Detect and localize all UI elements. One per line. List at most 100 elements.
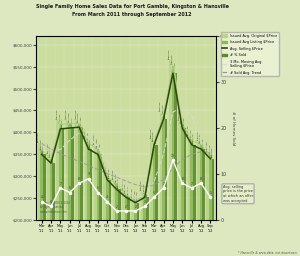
Text: 5: 5 xyxy=(153,191,155,195)
Text: 7: 7 xyxy=(191,182,193,186)
Text: $378,000: $378,000 xyxy=(153,130,155,141)
Bar xyxy=(50,159,52,256)
Text: $428,000: $428,000 xyxy=(76,108,77,119)
Text: $270,000: $270,000 xyxy=(118,178,120,188)
Bar xyxy=(178,121,181,256)
Text: $300,000: $300,000 xyxy=(106,165,108,175)
Text: $282,000: $282,000 xyxy=(116,173,118,183)
Text: $375,000: $375,000 xyxy=(88,132,89,142)
Text: $427,500: $427,500 xyxy=(57,109,59,119)
Bar xyxy=(188,137,190,256)
Bar xyxy=(43,154,46,256)
Bar xyxy=(97,149,99,256)
Text: $430,000: $430,000 xyxy=(165,108,167,118)
Text: $535,000: $535,000 xyxy=(175,61,176,72)
Bar xyxy=(184,128,186,256)
Text: $438,000: $438,000 xyxy=(163,104,164,114)
Text: $292,000: $292,000 xyxy=(109,168,111,178)
Text: $265,000: $265,000 xyxy=(122,180,124,190)
Bar xyxy=(160,113,162,256)
Text: 5: 5 xyxy=(209,191,211,195)
Text: $348,000: $348,000 xyxy=(209,144,211,154)
Text: $362,000: $362,000 xyxy=(97,137,99,148)
Text: 8: 8 xyxy=(181,177,183,181)
Text: 6: 6 xyxy=(97,186,99,190)
Bar xyxy=(47,155,50,256)
Bar xyxy=(52,163,55,256)
Text: $420,000: $420,000 xyxy=(69,112,71,122)
Bar xyxy=(165,119,167,256)
Bar xyxy=(115,184,118,256)
Text: 7: 7 xyxy=(59,182,61,186)
Text: $552,000: $552,000 xyxy=(172,54,174,64)
Text: $290,000: $290,000 xyxy=(113,169,115,179)
Bar xyxy=(131,199,134,256)
Text: $248,000: $248,000 xyxy=(132,187,134,198)
Bar xyxy=(103,172,106,256)
Text: $252,000: $252,000 xyxy=(146,186,148,196)
Bar xyxy=(206,152,209,256)
Text: 3: 3 xyxy=(50,200,52,204)
Bar xyxy=(122,192,125,256)
Bar xyxy=(190,140,193,256)
Bar xyxy=(90,149,92,256)
Text: 6: 6 xyxy=(69,186,71,190)
Bar xyxy=(153,142,155,256)
Text: $428,000: $428,000 xyxy=(66,108,68,119)
Text: $382,000: $382,000 xyxy=(190,129,193,139)
Text: Avg. selling
price is the price
at which an offer
was accepted: Avg. selling price is the price at which… xyxy=(223,185,253,203)
Bar xyxy=(212,159,214,256)
Text: $240,000: $240,000 xyxy=(137,191,139,201)
Legend: Issued Avg. Original $Price, Issued Avg Listing $Price, Avg. Selling $Price, # %: Issued Avg. Original $Price, Issued Avg … xyxy=(221,33,279,76)
Bar xyxy=(174,73,177,256)
Text: $375,000: $375,000 xyxy=(38,132,40,142)
Bar xyxy=(193,145,196,256)
Text: 4: 4 xyxy=(106,195,108,199)
Bar xyxy=(87,143,90,256)
Text: $565,000: $565,000 xyxy=(169,48,171,59)
Bar xyxy=(118,189,121,256)
Text: * Hansville & area data, not downtown: * Hansville & area data, not downtown xyxy=(238,251,297,255)
Text: $370,000: $370,000 xyxy=(94,134,96,144)
Bar xyxy=(141,192,143,256)
Bar xyxy=(181,124,184,256)
Text: $410,000: $410,000 xyxy=(184,116,186,127)
Text: Single Family Home Sales Data for Port Gamble, Kingston & Hansville: Single Family Home Sales Data for Port G… xyxy=(35,4,229,9)
Text: $385,000: $385,000 xyxy=(85,127,87,138)
Text: 2: 2 xyxy=(125,205,127,209)
Bar xyxy=(125,195,127,256)
Text: $258,000: $258,000 xyxy=(125,183,127,193)
Bar xyxy=(150,139,153,256)
Text: 2: 2 xyxy=(134,205,136,209)
Bar xyxy=(75,120,78,256)
Bar xyxy=(209,155,212,256)
Text: 3: 3 xyxy=(144,200,146,204)
Bar xyxy=(59,124,62,256)
Bar xyxy=(202,149,205,256)
Bar xyxy=(200,145,202,256)
Text: $362,000: $362,000 xyxy=(202,137,205,148)
Text: $420,000: $420,000 xyxy=(78,112,80,122)
Text: $310,000: $310,000 xyxy=(103,160,106,170)
Text: $408,000: $408,000 xyxy=(62,117,64,127)
Text: $425,000: $425,000 xyxy=(178,110,181,120)
Text: Source: NWMLS 1, 2012
All rights reserved.
www.windermere.com: Source: NWMLS 1, 2012 All rights reserve… xyxy=(40,201,70,214)
Text: $410,000: $410,000 xyxy=(71,116,74,127)
Text: 2: 2 xyxy=(116,205,118,209)
Bar xyxy=(68,124,71,256)
Text: $355,000: $355,000 xyxy=(207,141,209,151)
Bar xyxy=(94,146,97,256)
Text: $258,000: $258,000 xyxy=(144,183,146,193)
Text: $418,000: $418,000 xyxy=(59,113,62,123)
Bar xyxy=(80,127,83,256)
Bar xyxy=(137,202,139,256)
Text: From March 2011 through September 2012: From March 2011 through September 2012 xyxy=(72,12,192,17)
Bar xyxy=(40,150,43,256)
Text: $372,000: $372,000 xyxy=(156,133,158,143)
Bar xyxy=(85,139,87,256)
Text: $372,000: $372,000 xyxy=(200,133,202,143)
Text: 13: 13 xyxy=(171,154,175,158)
Text: 7: 7 xyxy=(163,182,164,186)
Bar xyxy=(197,141,200,256)
Text: $330,000: $330,000 xyxy=(52,151,55,162)
